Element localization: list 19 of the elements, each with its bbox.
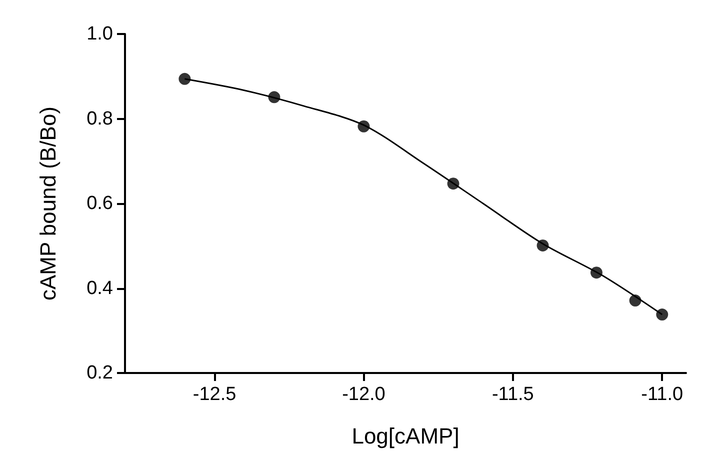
- point: [536, 239, 549, 252]
- x-tick-label: -11.0: [641, 384, 684, 405]
- y-tick-label: 1.0: [86, 24, 113, 44]
- x-tick-label: -11.5: [492, 384, 534, 405]
- point: [629, 294, 642, 307]
- point: [178, 72, 191, 85]
- point: [590, 266, 602, 279]
- x-tick-label: -12.5: [192, 384, 236, 405]
- x-tick-label: -12.0: [342, 384, 386, 405]
- y-tick-label: 0.4: [86, 278, 114, 299]
- x-axis-title: Log[cAMP]: [352, 424, 460, 448]
- y-axis-title: cAMP bound (B/Bo): [36, 106, 60, 301]
- point: [656, 308, 668, 321]
- point: [358, 120, 370, 132]
- point: [447, 178, 460, 190]
- y-tick-label: 0.8: [86, 108, 113, 130]
- y-tick-label: 0.2: [86, 362, 113, 384]
- point: [268, 91, 280, 104]
- y-tick-label: 0.6: [86, 193, 113, 214]
